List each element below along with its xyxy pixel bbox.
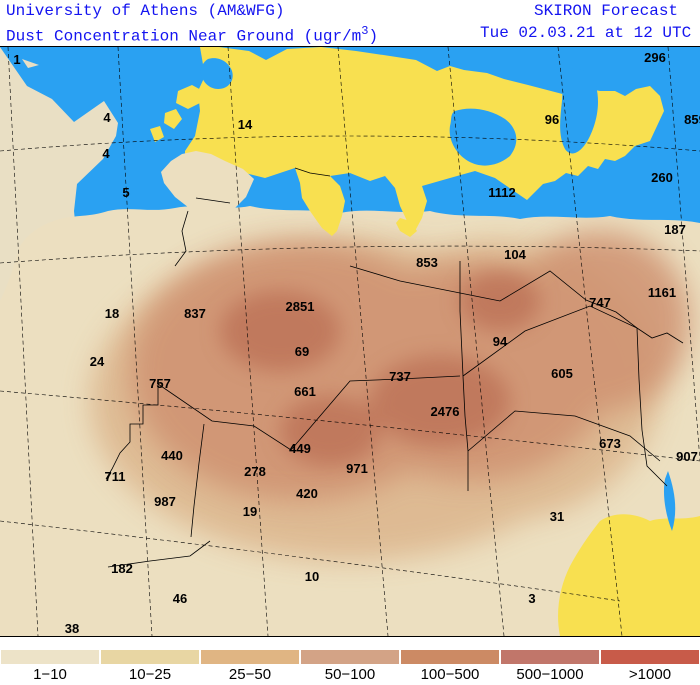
svg-text:1161: 1161 — [648, 285, 676, 300]
svg-text:757: 757 — [149, 376, 171, 391]
svg-text:971: 971 — [346, 461, 368, 476]
svg-text:38: 38 — [65, 621, 79, 636]
svg-text:260: 260 — [651, 170, 673, 185]
svg-text:853: 853 — [416, 255, 438, 270]
svg-text:605: 605 — [551, 366, 573, 381]
svg-text:987: 987 — [154, 494, 176, 509]
svg-text:449: 449 — [289, 441, 311, 456]
svg-text:1: 1 — [13, 52, 20, 67]
svg-text:440: 440 — [161, 448, 183, 463]
svg-text:5: 5 — [122, 185, 129, 200]
svg-text:94: 94 — [493, 334, 508, 349]
svg-text:187: 187 — [664, 222, 686, 237]
svg-text:661: 661 — [294, 384, 316, 399]
svg-text:104: 104 — [504, 247, 526, 262]
svg-text:1112: 1112 — [488, 185, 516, 200]
svg-text:2851: 2851 — [286, 299, 315, 314]
svg-text:420: 420 — [296, 486, 318, 501]
svg-text:907: 907 — [676, 449, 698, 464]
svg-text:837: 837 — [184, 306, 206, 321]
svg-text:31: 31 — [550, 509, 564, 524]
svg-text:737: 737 — [389, 369, 411, 384]
svg-text:4: 4 — [103, 110, 111, 125]
svg-text:18: 18 — [105, 306, 119, 321]
svg-text:278: 278 — [244, 464, 266, 479]
svg-text:4: 4 — [102, 146, 110, 161]
svg-text:24: 24 — [90, 354, 105, 369]
svg-text:182: 182 — [111, 561, 133, 576]
svg-text:19: 19 — [243, 504, 257, 519]
svg-text:10: 10 — [305, 569, 319, 584]
svg-text:3: 3 — [528, 591, 535, 606]
svg-text:96: 96 — [545, 112, 559, 127]
svg-text:859: 859 — [684, 112, 700, 127]
svg-text:46: 46 — [173, 591, 187, 606]
svg-text:673: 673 — [599, 436, 621, 451]
svg-text:69: 69 — [295, 344, 309, 359]
svg-text:711: 711 — [105, 469, 126, 484]
svg-text:296: 296 — [644, 50, 666, 65]
svg-text:2476: 2476 — [431, 404, 460, 419]
svg-text:747: 747 — [589, 295, 611, 310]
svg-text:14: 14 — [238, 117, 253, 132]
